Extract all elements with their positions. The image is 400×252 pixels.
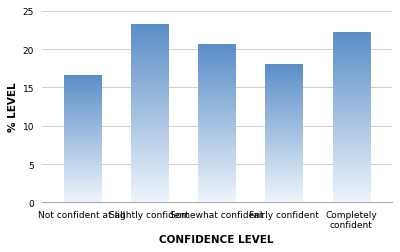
Y-axis label: % LEVEL: % LEVEL: [8, 82, 18, 132]
X-axis label: CONFIDENCE LEVEL: CONFIDENCE LEVEL: [160, 234, 274, 244]
